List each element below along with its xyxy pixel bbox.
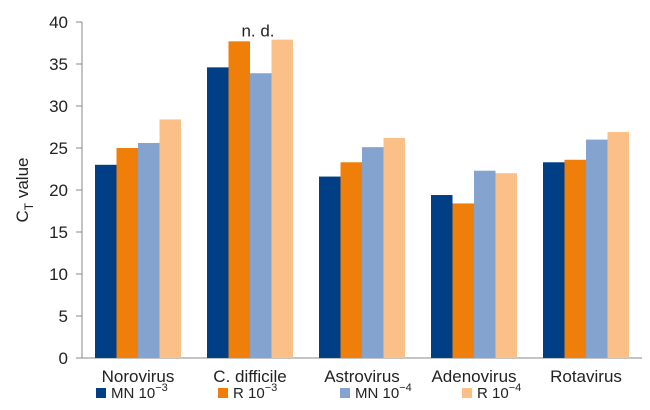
bar-1-norovirus xyxy=(95,164,117,358)
y-tick-label: 20 xyxy=(49,181,68,200)
y-tick-label: 10 xyxy=(49,265,68,284)
bar-3-c-difficile xyxy=(250,73,272,359)
legend-swatch xyxy=(340,388,350,398)
y-axis-ticks: 0 5 10 15 20 25 30 35 40 xyxy=(49,13,82,368)
bar-1-adenovirus xyxy=(431,195,453,358)
bar-1-astrovirus xyxy=(319,176,341,358)
legend-label: MN 10−3 xyxy=(111,382,168,402)
bar-2-astrovirus xyxy=(340,162,362,358)
legend-swatch xyxy=(218,388,228,398)
category-labels: Norovirus C. difficile Astrovirus Adenoviru… xyxy=(102,367,622,386)
category-label: C. difficile xyxy=(213,367,286,386)
y-tick-label: 25 xyxy=(49,139,68,158)
legend-label: R 10−4 xyxy=(477,382,521,402)
legend-label: MN 10−4 xyxy=(355,382,412,402)
bar-4-adenovirus xyxy=(495,173,517,358)
bar-2-c-difficile xyxy=(228,41,250,358)
category-label: Astrovirus xyxy=(324,367,400,386)
bar-4-norovirus xyxy=(159,119,181,358)
legend-swatch xyxy=(462,388,472,398)
bar-3-adenovirus xyxy=(474,170,496,358)
bar-4-astrovirus xyxy=(383,137,405,358)
legend-label: R 10−3 xyxy=(233,382,277,402)
annotations: n. d. xyxy=(241,21,274,40)
bar-1-rotavirus xyxy=(543,162,565,358)
annotation-label: n. d. xyxy=(241,21,274,40)
category-label: Norovirus xyxy=(102,367,175,386)
y-tick-label: 15 xyxy=(49,223,68,242)
y-axis-title: CT value xyxy=(13,158,36,223)
y-tick-label: 35 xyxy=(49,55,68,74)
bar-3-rotavirus xyxy=(586,139,608,358)
bar-1-c-difficile xyxy=(207,67,229,359)
category-label: Rotavirus xyxy=(550,367,622,386)
y-tick-label: 5 xyxy=(59,307,68,326)
legend: MN 10−3 R 10−3 MN 10−4 R 10−4 xyxy=(96,382,521,402)
bar-3-astrovirus xyxy=(362,147,384,358)
bar-4-rotavirus xyxy=(607,132,629,358)
bar-2-norovirus xyxy=(116,148,138,358)
bars xyxy=(95,39,629,359)
bar-2-rotavirus xyxy=(564,159,586,358)
y-tick-label: 0 xyxy=(59,349,68,368)
y-tick-label: 40 xyxy=(49,13,68,32)
y-tick-label: 30 xyxy=(49,97,68,116)
bar-2-adenovirus xyxy=(452,203,474,358)
legend-swatch xyxy=(96,388,106,398)
y-axis-label: CT value xyxy=(13,158,36,223)
category-label: Adenovirus xyxy=(431,367,516,386)
bar-3-norovirus xyxy=(138,142,160,358)
bar-4-c-difficile xyxy=(271,39,293,358)
